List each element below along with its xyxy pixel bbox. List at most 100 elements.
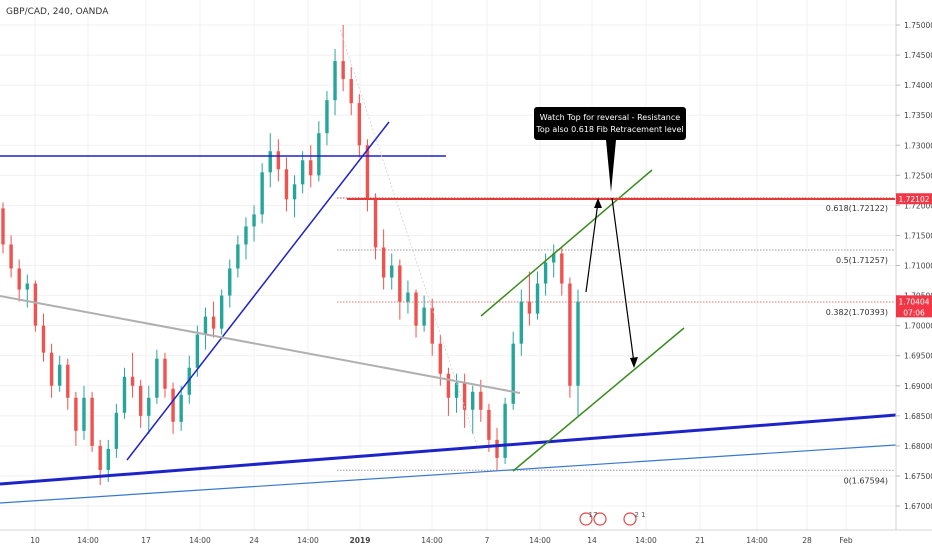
- candle-body: [495, 439, 499, 458]
- event-badge-count: 2 1: [634, 511, 645, 519]
- candle-body: [147, 397, 151, 416]
- candle-body: [82, 397, 86, 431]
- candle-body: [552, 253, 556, 263]
- y-tick-label: 1.74500: [904, 51, 932, 60]
- annotation-callout[interactable]: Watch Top for reversal - Resistance Top …: [534, 107, 686, 192]
- x-tick-label: 14:00: [77, 536, 99, 545]
- price-axis[interactable]: 1.75000 1.74500 1.74000 1.73500 1.73000 1.725…: [895, 0, 932, 530]
- candle-body: [422, 307, 426, 326]
- candles: [1, 25, 580, 485]
- fib-level-label: 0(1.67594): [844, 476, 888, 485]
- candle-body: [560, 253, 564, 284]
- candle-body: [568, 283, 572, 386]
- candle-body: [446, 373, 451, 398]
- candle-body: [454, 382, 459, 398]
- flag-icon: [579, 512, 593, 526]
- candle-body: [438, 343, 443, 374]
- fib-anchor-line: [339, 29, 479, 449]
- candle-body: [228, 268, 232, 296]
- candle-body: [398, 265, 402, 302]
- candle-body: [106, 448, 110, 470]
- major-support-trendline[interactable]: [0, 413, 897, 486]
- event-badge-count: 17: [589, 511, 598, 519]
- arrow-up-head: [594, 198, 602, 208]
- callout-line-2: Top also 0.618 Fib Retracement level: [535, 125, 683, 134]
- minor-support-trendline[interactable]: [0, 444, 897, 504]
- arrow-down-head: [630, 357, 638, 368]
- x-tick-label: 10: [30, 536, 40, 545]
- candle-body: [333, 61, 337, 101]
- event-badge-2[interactable]: 2 1: [623, 511, 646, 526]
- candle-body: [511, 343, 515, 404]
- drawings[interactable]: [0, 29, 897, 504]
- candle-body: [155, 358, 159, 398]
- candle-body: [66, 364, 70, 398]
- candle-body: [74, 397, 78, 431]
- descending-grey-trendline[interactable]: [0, 295, 521, 394]
- y-tick-label: 1.71000: [904, 262, 932, 271]
- price-tag: [896, 295, 932, 318]
- x-tick-label: 2019: [350, 536, 371, 545]
- fib-labels: 0.618(1.72122) 0.5(1.71257) 0.382(1.70393)…: [826, 204, 888, 485]
- candle-body: [211, 316, 216, 329]
- candle-body: [527, 301, 532, 314]
- candle-body: [268, 151, 272, 173]
- callout-pointer: [606, 140, 616, 192]
- flag-icon: [593, 512, 607, 526]
- price-tag-value: 1.70404: [898, 297, 929, 306]
- candle-body: [98, 445, 102, 470]
- x-tick-label: Feb: [839, 536, 853, 545]
- y-tick-label: 1.67000: [904, 502, 932, 511]
- candle-body: [325, 100, 329, 134]
- event-badge-1[interactable]: 17: [579, 511, 607, 526]
- y-tick-label: 1.67500: [904, 472, 932, 481]
- price-tag: [896, 193, 932, 205]
- candle-body: [479, 391, 483, 410]
- y-tick-label: 1.72000: [904, 201, 932, 210]
- event-badges[interactable]: 17 2 1: [579, 511, 646, 526]
- candle-body: [252, 214, 256, 227]
- y-grid: [0, 24, 896, 507]
- candle-body: [244, 226, 248, 245]
- candle-body: [535, 283, 540, 314]
- candle-body: [487, 409, 491, 440]
- candle-body: [503, 403, 507, 458]
- y-tick-label: 1.74000: [904, 81, 932, 90]
- channel-lower-line[interactable]: [512, 327, 685, 472]
- channel-upper-line[interactable]: [480, 169, 653, 317]
- time-axis[interactable]: 10 14:00 17 14:00 24 14:00 2019 14:00 7 14:00 14 14…: [0, 529, 932, 545]
- candle-body: [276, 151, 281, 170]
- x-tick-label: 24: [249, 536, 259, 545]
- candle-body: [17, 268, 21, 290]
- candle-body: [430, 307, 434, 344]
- ascending-trendline[interactable]: [126, 121, 390, 461]
- candle-body: [138, 385, 143, 416]
- callout-box: [534, 107, 686, 140]
- candle-body: [357, 103, 362, 146]
- x-tick-label: 14:00: [635, 536, 657, 545]
- candle-body: [341, 61, 345, 80]
- candle-body: [179, 394, 183, 422]
- candle-body: [260, 172, 264, 215]
- candle-body: [1, 208, 5, 245]
- candle-body: [130, 376, 135, 386]
- candle-body: [390, 265, 394, 278]
- symbol-label: GBP/CAD, 240, OANDA: [6, 7, 109, 17]
- candle-body: [41, 325, 46, 353]
- candle-body: [203, 316, 208, 335]
- candle-body: [171, 388, 175, 422]
- y-tick-label: 1.68500: [904, 412, 932, 421]
- x-tick-label: 14:00: [746, 536, 768, 545]
- y-tick-label: 1.69000: [904, 382, 932, 391]
- candle-body: [25, 283, 29, 290]
- y-tick-label: 1.73000: [904, 141, 932, 150]
- x-tick-label: 14:00: [189, 536, 211, 545]
- candle-body: [576, 301, 580, 386]
- arrow-up-line: [585, 201, 599, 293]
- candle-body: [300, 160, 305, 185]
- y-tick-label: 1.70000: [904, 322, 932, 331]
- y-tick-label: 1.69500: [904, 352, 932, 361]
- candle-body: [365, 145, 370, 200]
